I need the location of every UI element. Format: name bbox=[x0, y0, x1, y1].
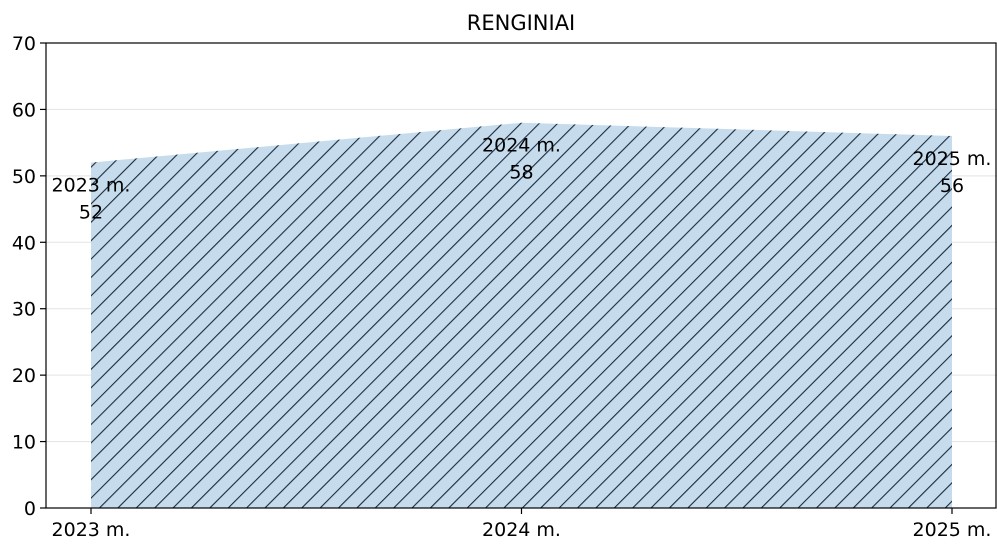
area-series bbox=[91, 122, 952, 508]
data-label-line: 56 bbox=[940, 175, 964, 197]
y-axis-ticks: 0 10 20 30 40 50 60 70 bbox=[12, 33, 36, 520]
data-label-line: 2024 m. bbox=[482, 135, 561, 157]
data-label-line: 58 bbox=[509, 162, 533, 184]
y-tick-label: 70 bbox=[12, 33, 36, 55]
x-tick-label: 2023 m. bbox=[52, 519, 131, 541]
axes bbox=[40, 42, 997, 514]
data-label-line: 2023 m. bbox=[52, 175, 131, 197]
y-tick-label: 10 bbox=[12, 432, 36, 454]
data-label-line: 2025 m. bbox=[913, 148, 992, 170]
chart-title: RENGINIAI bbox=[467, 11, 576, 35]
x-tick-label: 2024 m. bbox=[482, 519, 561, 541]
data-label: 2024 m. 58 bbox=[482, 135, 561, 184]
y-tick-label: 50 bbox=[12, 166, 36, 188]
area-fill bbox=[91, 122, 952, 508]
x-axis-ticks: 2023 m. 2024 m. 2025 m. bbox=[52, 519, 992, 541]
data-label-line: 52 bbox=[79, 202, 103, 224]
y-tick-label: 20 bbox=[12, 365, 36, 387]
y-tick-label: 30 bbox=[12, 299, 36, 321]
x-tick-label: 2025 m. bbox=[913, 519, 992, 541]
data-labels: 2023 m. 52 2024 m. 58 2025 m. 56 bbox=[52, 135, 992, 224]
y-tick-label: 40 bbox=[12, 232, 36, 254]
y-tick-label: 60 bbox=[12, 99, 36, 121]
data-label: 2023 m. 52 bbox=[52, 175, 131, 224]
y-tick-label: 0 bbox=[24, 498, 36, 520]
data-label: 2025 m. 56 bbox=[913, 148, 992, 197]
